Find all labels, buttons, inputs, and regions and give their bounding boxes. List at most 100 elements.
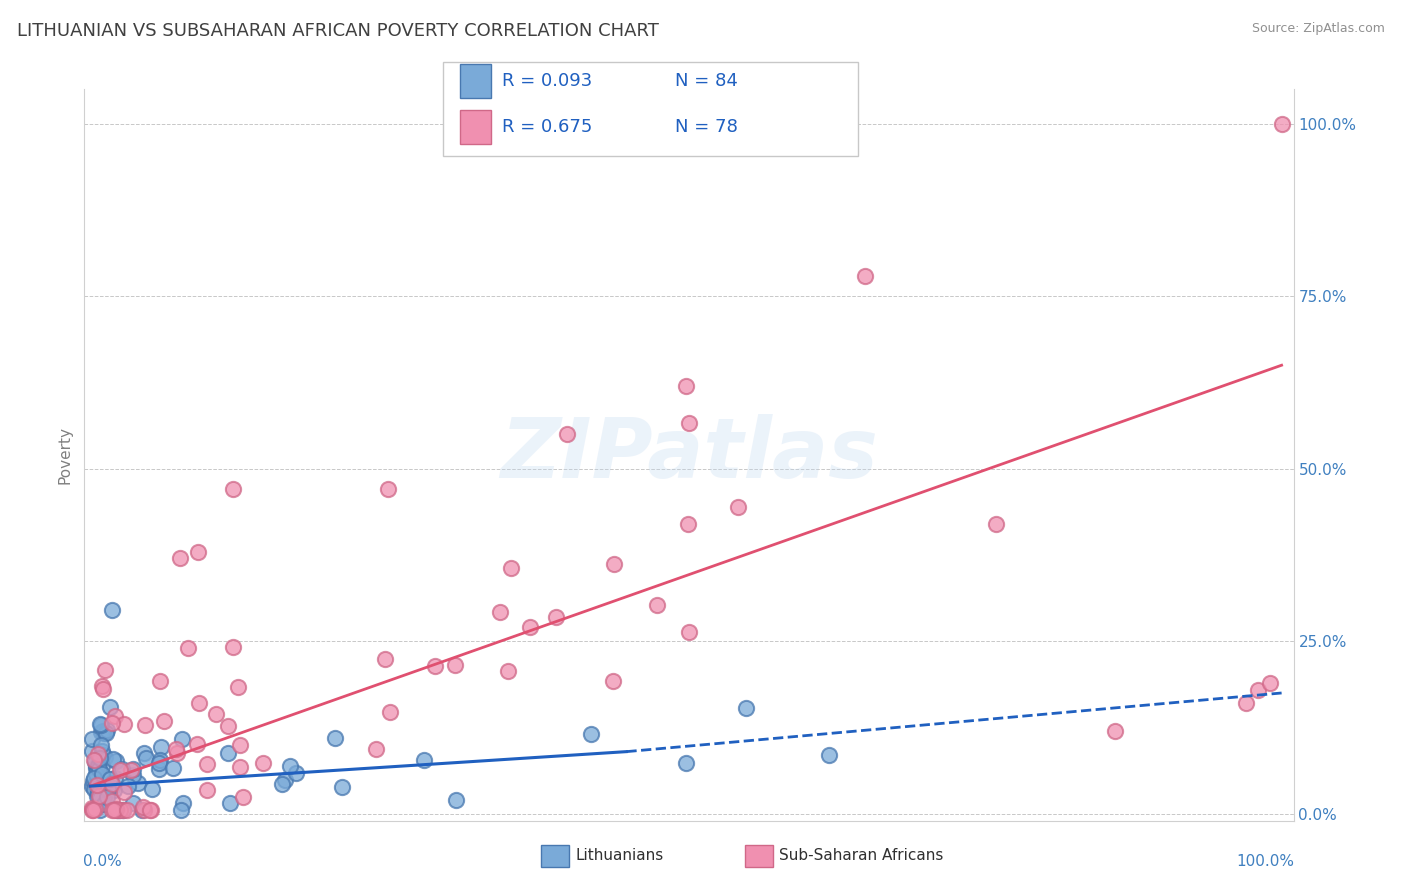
Point — [134, 718, 156, 732]
Point — [675, 379, 697, 393]
Point — [252, 756, 274, 771]
Point — [425, 659, 447, 673]
Point — [91, 786, 114, 800]
Point — [97, 782, 120, 797]
Point — [90, 679, 112, 693]
Point — [162, 761, 184, 775]
Point — [90, 744, 112, 758]
Point — [103, 783, 125, 797]
Point — [169, 551, 191, 566]
Point — [89, 717, 111, 731]
Text: 100.0%: 100.0% — [1237, 854, 1295, 869]
Point — [149, 674, 172, 689]
Point — [112, 716, 135, 731]
Point — [100, 803, 122, 817]
Point — [80, 803, 103, 817]
Point — [121, 762, 143, 776]
Point — [602, 558, 624, 572]
Point — [87, 759, 110, 773]
Point — [177, 641, 200, 656]
Point — [285, 766, 308, 780]
Point — [103, 803, 125, 817]
Point — [413, 753, 436, 767]
Point — [80, 731, 103, 746]
Point — [87, 747, 110, 762]
Point — [96, 723, 118, 737]
Point — [232, 790, 254, 805]
Point — [678, 625, 700, 640]
Point — [94, 663, 117, 677]
Point — [96, 789, 118, 804]
Point — [1234, 696, 1257, 710]
Text: LITHUANIAN VS SUBSAHARAN AFRICAN POVERTY CORRELATION CHART: LITHUANIAN VS SUBSAHARAN AFRICAN POVERTY… — [17, 22, 659, 40]
Point — [853, 268, 876, 283]
Point — [80, 779, 103, 793]
Text: R = 0.675: R = 0.675 — [502, 118, 592, 136]
Point — [80, 744, 103, 758]
Text: Source: ZipAtlas.com: Source: ZipAtlas.com — [1251, 22, 1385, 36]
Point — [377, 483, 399, 497]
Point — [519, 620, 541, 634]
Point — [104, 802, 127, 816]
Point — [108, 763, 131, 777]
Text: ZIPatlas: ZIPatlas — [501, 415, 877, 495]
Point — [271, 777, 294, 791]
Point — [364, 741, 387, 756]
Point — [141, 803, 163, 817]
Point — [131, 800, 153, 814]
Point — [330, 780, 353, 794]
Point — [218, 796, 240, 810]
Point — [217, 746, 239, 760]
Point — [86, 789, 108, 804]
Point — [675, 756, 697, 770]
Point — [101, 794, 124, 808]
Point — [229, 738, 252, 752]
Point — [87, 762, 110, 776]
Point — [217, 718, 239, 732]
Y-axis label: Poverty: Poverty — [58, 425, 73, 484]
Point — [647, 598, 669, 612]
Point — [87, 751, 110, 765]
Point — [228, 680, 250, 694]
Point — [91, 724, 114, 739]
Point — [579, 727, 602, 741]
Point — [93, 682, 115, 697]
Point — [195, 782, 218, 797]
Point — [98, 779, 121, 793]
Point — [100, 603, 122, 617]
Point — [195, 757, 218, 772]
Point — [602, 673, 624, 688]
Point — [82, 803, 104, 817]
Point — [153, 714, 176, 728]
Point — [131, 803, 153, 817]
Text: N = 84: N = 84 — [675, 72, 738, 90]
Point — [120, 764, 142, 778]
Point — [90, 789, 112, 804]
Point — [555, 427, 578, 442]
Point — [93, 791, 115, 805]
Point — [101, 716, 124, 731]
Point — [105, 803, 128, 817]
Point — [141, 781, 163, 796]
Point — [108, 803, 131, 817]
Point — [222, 483, 245, 497]
Point — [678, 417, 700, 431]
Point — [135, 751, 157, 765]
Point — [122, 797, 145, 811]
Text: Lithuanians: Lithuanians — [575, 848, 664, 863]
Point — [87, 786, 110, 800]
Point — [186, 737, 208, 751]
Point — [150, 740, 173, 755]
Point — [205, 706, 228, 721]
Point — [104, 772, 127, 786]
Point — [222, 640, 245, 655]
Point — [94, 726, 117, 740]
Point — [87, 789, 110, 804]
Point — [544, 610, 567, 624]
Point — [676, 517, 699, 532]
Point — [87, 798, 110, 813]
Point — [1258, 675, 1281, 690]
Point — [84, 761, 107, 775]
Point — [148, 762, 170, 776]
Point — [111, 803, 134, 817]
